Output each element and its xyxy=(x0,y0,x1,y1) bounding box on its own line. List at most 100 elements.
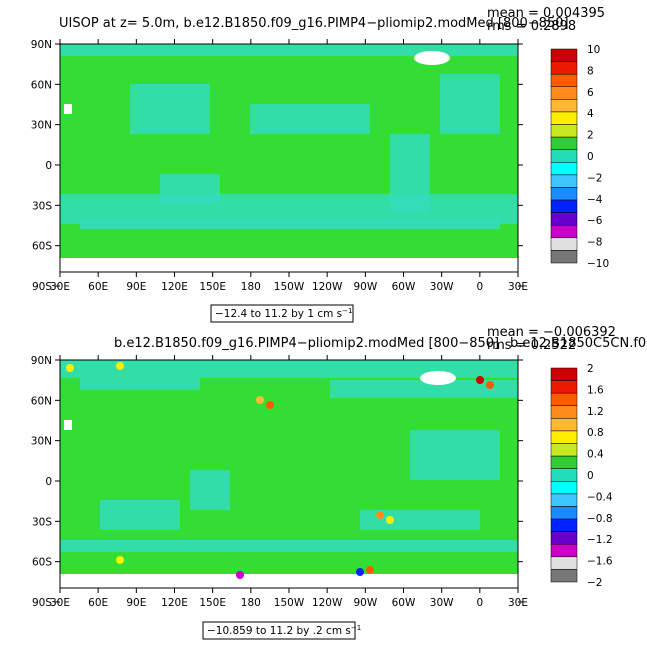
colorbar-swatch xyxy=(550,481,578,495)
colorbar-swatch xyxy=(550,405,578,419)
x-tick-label: 90E xyxy=(126,281,146,293)
colorbar-swatch xyxy=(550,569,578,583)
y-tick-label: 60N xyxy=(31,395,52,407)
x-tick-label: 30E xyxy=(50,597,70,609)
colorbar-label: −1.2 xyxy=(587,534,613,546)
unit-superscript: −1 xyxy=(342,307,352,315)
x-tick-label: 120W xyxy=(312,597,343,609)
colorbar-swatch xyxy=(550,174,578,188)
colorbar-swatch xyxy=(550,48,578,62)
colorbar-label: −6 xyxy=(587,215,603,227)
colorbar-label: −2 xyxy=(587,577,602,589)
colorbar-swatch xyxy=(550,418,578,432)
y-tick-label: 90S xyxy=(32,281,52,293)
colorbar-swatch xyxy=(550,212,578,226)
colorbar-label: 8 xyxy=(587,65,594,77)
greenland-land-mask xyxy=(420,371,456,385)
colorbar-label: 0.8 xyxy=(587,427,604,439)
greenland-land-mask xyxy=(414,51,450,65)
colorbar-swatch xyxy=(550,199,578,213)
y-tick-label: 0 xyxy=(45,476,52,488)
colorbar-swatch xyxy=(550,468,578,482)
x-axis-ticks: 30E 60E 90E 120E 150E 180 150W 120W 90W 60W 30W 0 30… xyxy=(50,355,528,609)
x-tick-label: 0 xyxy=(476,281,483,293)
y-tick-label: 90N xyxy=(31,39,52,51)
colorbar-swatch xyxy=(550,73,578,88)
colorbar-label: −0.4 xyxy=(587,491,613,503)
y-axis-ticks: 90N 60N 30N 0 30S 60S 90S xyxy=(31,355,523,609)
panel-title: UISOP at z= 5.0m, b.e12.B1850.f09_g16.PI… xyxy=(59,16,569,31)
colorbar-swatch xyxy=(550,111,578,125)
colorbar-label: −10 xyxy=(587,258,609,270)
y-tick-label: 60S xyxy=(32,557,52,569)
colorbar-label: 2 xyxy=(587,130,594,142)
y-tick-label: 90S xyxy=(32,597,52,609)
colorbar-label: −8 xyxy=(587,237,602,249)
x-tick-label: 60E xyxy=(88,597,108,609)
colorbar-label: 0.4 xyxy=(587,449,604,461)
colorbar: 2 1.6 1.2 0.8 0.4 0 −0.4 −0.8 −1.2 −1.6 −2 xyxy=(550,363,613,589)
x-tick-label: 30E xyxy=(508,281,528,293)
x-tick-label: 180 xyxy=(241,597,261,609)
colorbar-label: 1.6 xyxy=(587,384,604,396)
y-tick-label: 30S xyxy=(32,516,52,528)
x-tick-label: 60W xyxy=(392,281,416,293)
negative-field-regions xyxy=(60,360,518,552)
antarctic-land-mask xyxy=(60,258,518,272)
y-tick-label: 0 xyxy=(45,160,52,172)
anomaly-features xyxy=(66,362,494,579)
colorbar-label: 1.2 xyxy=(587,406,604,418)
colorbar-swatch xyxy=(550,224,578,239)
rms-stat: rms = 0.2522 xyxy=(487,338,576,353)
colorbar-label: 0 xyxy=(587,151,594,163)
coastal-mask xyxy=(64,420,72,430)
colorbar-swatch xyxy=(550,187,578,201)
colorbar-label: −1.6 xyxy=(587,556,613,568)
rms-stat: rms = 0.2898 xyxy=(487,19,576,34)
contour-info-box xyxy=(210,304,354,323)
x-tick-label: 0 xyxy=(476,597,483,609)
negative-field-regions xyxy=(60,44,518,229)
colorbar-swatch xyxy=(550,531,578,545)
colorbar-label: −0.8 xyxy=(587,513,613,525)
x-tick-label: 120W xyxy=(312,281,343,293)
x-tick-label: 120E xyxy=(161,281,188,293)
colorbar-swatch xyxy=(550,124,578,138)
colorbar-label: 2 xyxy=(587,363,594,375)
colorbar-swatch xyxy=(550,430,578,444)
x-axis-ticks: 30E 60E 90E 120E 150E 180 150W 120W 90W 60W 30W 0 30… xyxy=(50,39,528,293)
x-tick-label: 150W xyxy=(274,597,305,609)
x-tick-label: 90W xyxy=(353,281,377,293)
colorbar-swatch xyxy=(550,367,578,381)
colorbar-swatch xyxy=(550,392,578,407)
y-axis-ticks: 90N 60N 30N 0 30S 60S 90S xyxy=(31,39,523,293)
x-tick-label: 150E xyxy=(199,597,226,609)
x-tick-label: 30E xyxy=(50,281,70,293)
colorbar-swatch xyxy=(550,61,578,75)
panel-2: 30E 60E 90E 120E 150E 180 150W 120W 90W 60W 30W 0 30… xyxy=(31,325,647,640)
colorbar-swatch xyxy=(550,455,578,469)
colorbar-label: 6 xyxy=(587,87,594,99)
y-tick-label: 30N xyxy=(31,120,52,132)
coastal-mask xyxy=(64,104,72,114)
y-tick-label: 30S xyxy=(32,200,52,212)
overlap-title-text: b.e12.B1850C5CN.f09 xyxy=(510,336,647,351)
y-tick-label: 60S xyxy=(32,241,52,253)
x-tick-label: 150W xyxy=(274,281,305,293)
colorbar-label: −2 xyxy=(587,172,602,184)
unit-superscript: −1 xyxy=(351,624,361,632)
colorbar-swatch xyxy=(550,518,578,532)
colorbar-swatch xyxy=(550,86,578,100)
x-tick-label: 30E xyxy=(508,597,528,609)
colorbar-swatch xyxy=(550,543,578,558)
y-tick-label: 60N xyxy=(31,79,52,91)
colorbar-swatch xyxy=(550,493,578,507)
colorbar-swatch xyxy=(550,443,578,457)
colorbar-label: −4 xyxy=(587,194,603,206)
x-tick-label: 90W xyxy=(353,597,377,609)
x-tick-label: 120E xyxy=(161,597,188,609)
x-tick-label: 90E xyxy=(126,597,146,609)
contour-info-box xyxy=(202,621,356,640)
colorbar-label: 0 xyxy=(587,470,594,482)
colorbar-swatch xyxy=(550,136,578,150)
